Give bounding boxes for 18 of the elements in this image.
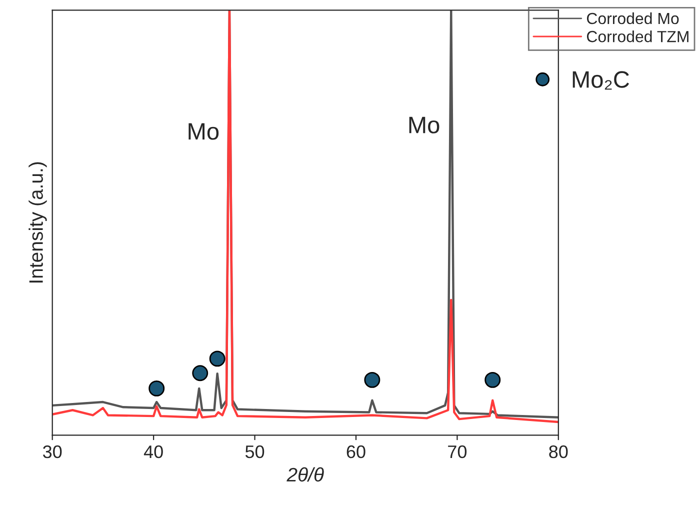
x-tick-label: 50 [245,445,264,458]
point [192,365,208,382]
legend-label: Mo₂C [572,71,630,90]
annotation: Mo [409,116,440,134]
point [148,380,165,396]
point [364,372,380,388]
legend-label: Corroded Mo [586,12,679,24]
legend-label: Corroded TZM [586,30,688,42]
x-tick-label: 60 [346,445,366,458]
x-tick-label: 70 [448,445,467,458]
x-tick-label: 40 [144,445,163,458]
x-tick-label: 80 [549,445,568,458]
x-tick-label: 30 [43,445,62,458]
point [209,350,226,367]
x-axis-title: 2θ/θ [286,467,324,482]
point [484,372,501,388]
y-axis-title: Intensity (a.u.) [28,162,47,282]
annotation: Mo [188,123,219,140]
